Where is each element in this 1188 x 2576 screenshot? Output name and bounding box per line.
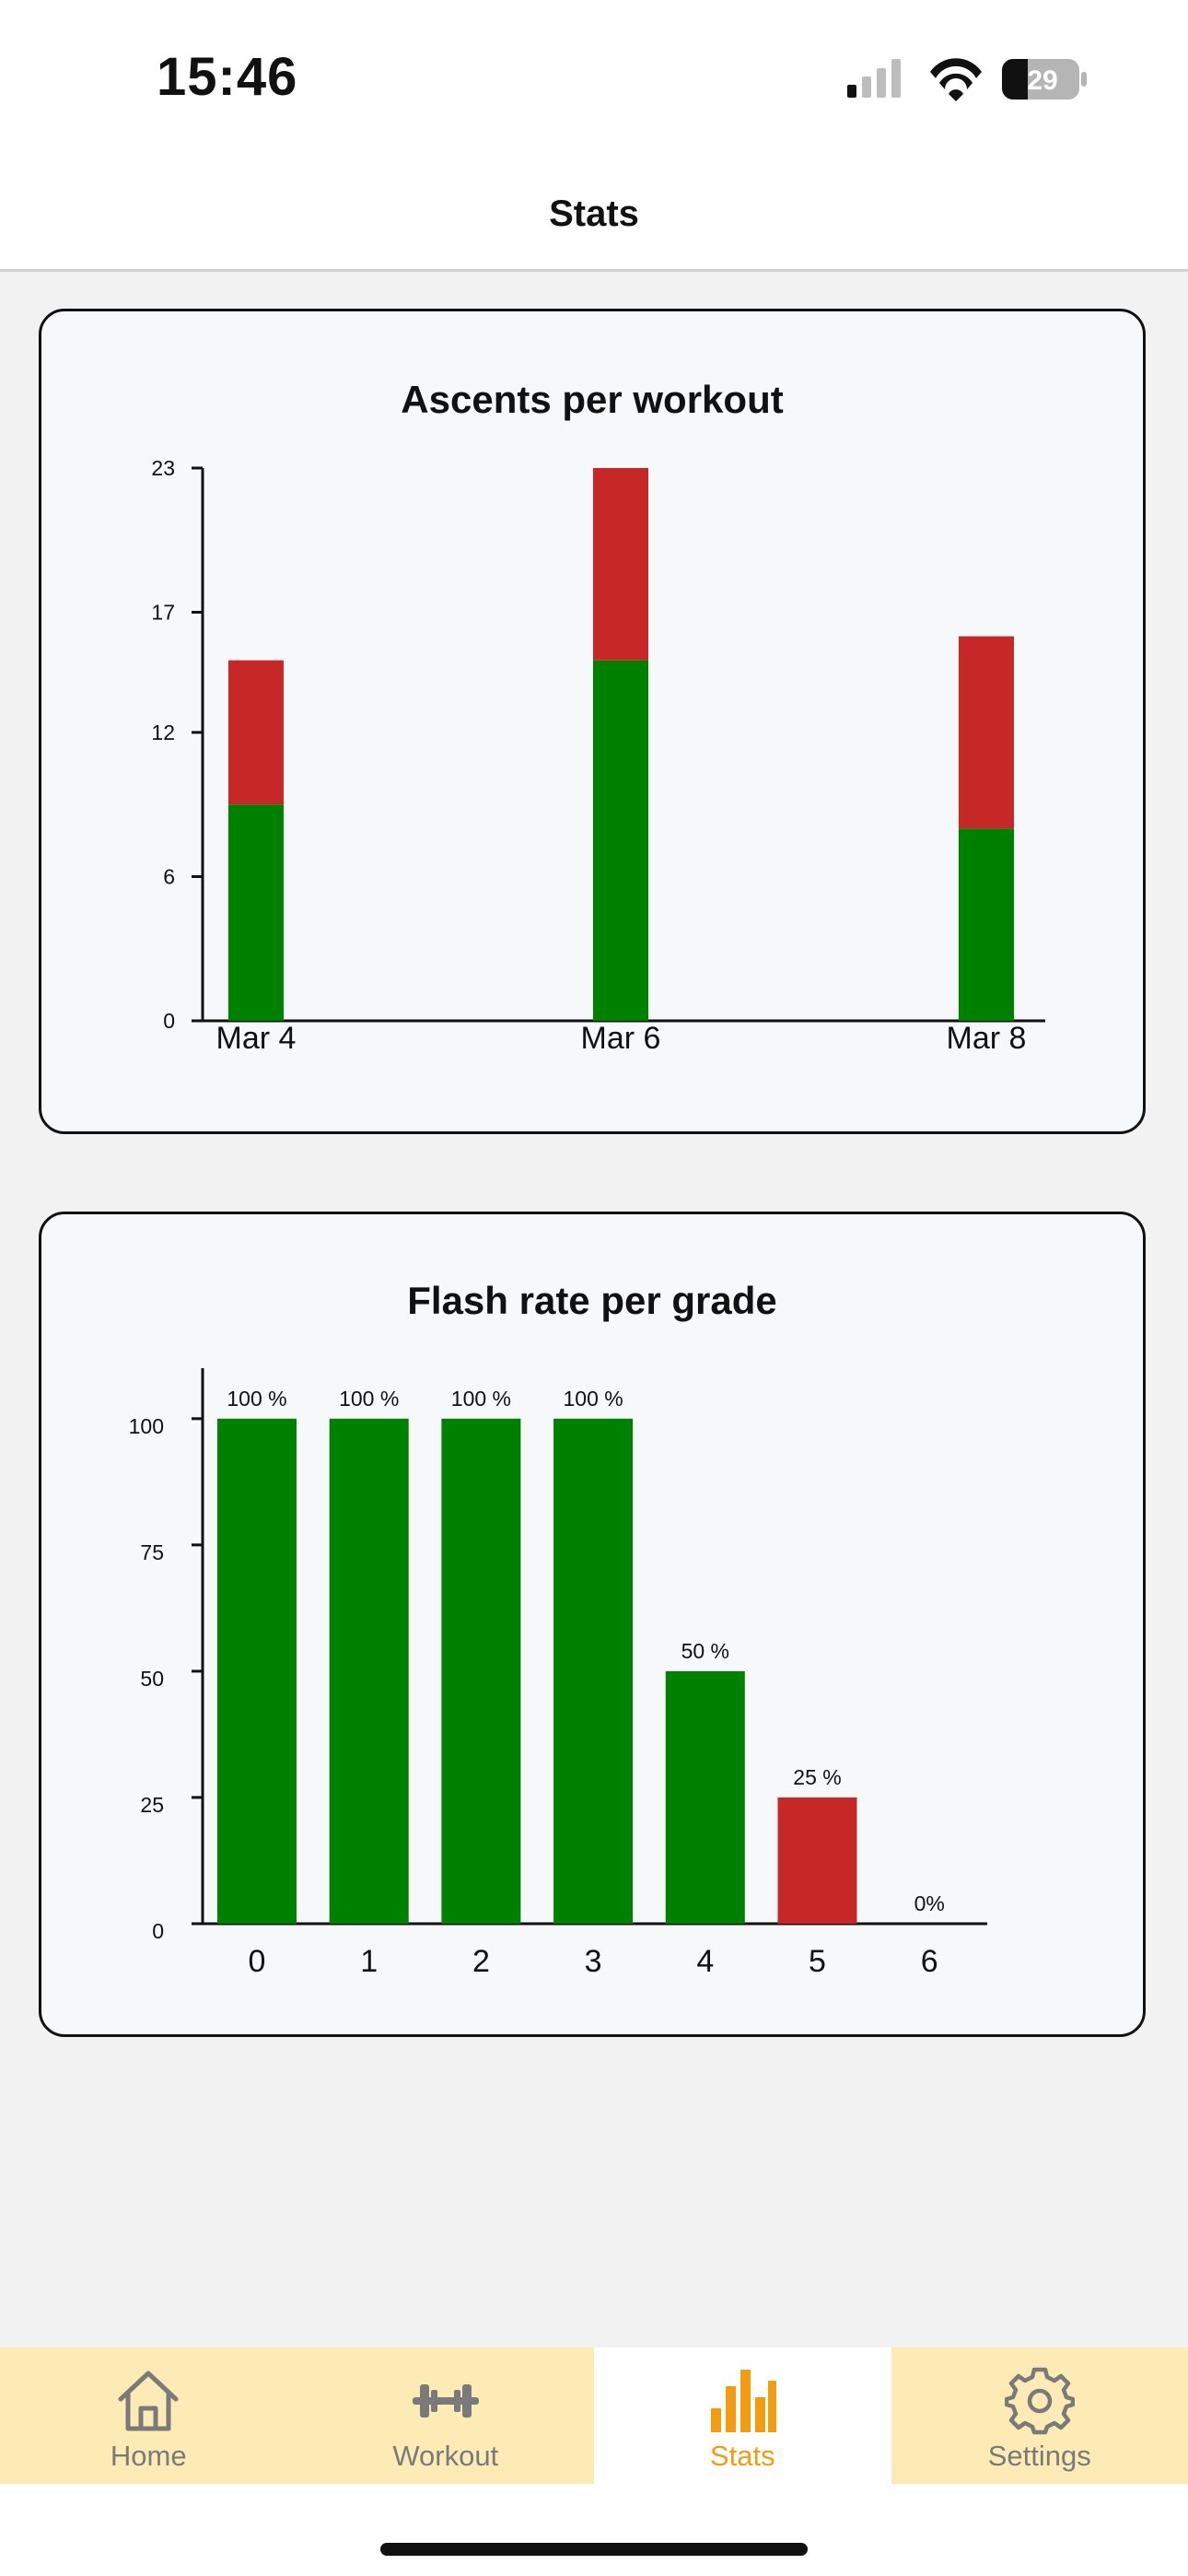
flash-bar (777, 1797, 857, 1924)
home-indicator (380, 2543, 808, 2556)
tab-stats-label: Stats (709, 2440, 775, 2472)
flash-y-tick-label: 0 (152, 1919, 164, 1943)
tab-home[interactable]: Home (0, 2348, 297, 2484)
ascents-bar-segment (228, 660, 284, 805)
flash-data-label: 50 % (681, 1639, 729, 1663)
ascents-bar-segment (593, 468, 648, 661)
tab-stats[interactable]: Stats (594, 2348, 891, 2484)
flash-y-tick-label: 100 (129, 1414, 164, 1438)
flash-rate-chart-title: Flash rate per grade (407, 1279, 777, 1322)
ascents-chart-title: Ascents per workout (401, 378, 784, 421)
ascents-x-tick-label: Mar 8 (947, 1021, 1027, 1056)
flash-x-tick-label: 2 (472, 1944, 490, 1979)
flash-rate-chart-card: Flash rate per grade 0 25 50 75 100 100 % 0 100… (39, 1212, 1146, 2037)
ascents-chart-card: Ascents per workout 0 6 12 17 23 Mar 4 Mar 6 Ma… (39, 309, 1146, 1134)
battery-icon: 29 (1002, 59, 1087, 100)
ascents-x-tick-label: Mar 6 (581, 1021, 661, 1056)
cellular-signal-icon (847, 59, 901, 98)
ascents-y-tick-label: 23 (151, 456, 175, 480)
flash-x-tick-label: 4 (696, 1944, 714, 1979)
flash-bar (665, 1670, 745, 1924)
tab-settings-label: Settings (987, 2440, 1091, 2472)
ascents-bar-segment (593, 660, 648, 1021)
status-icons: 29 (847, 58, 1087, 101)
bar-chart-icon (711, 2370, 777, 2432)
tab-home-label: Home (110, 2440, 187, 2472)
ascents-bar-segment (228, 804, 284, 1021)
ascents-x-tick-label: Mar 4 (216, 1021, 297, 1056)
ascents-chart: 0 6 12 17 23 Mar 4 Mar 6 Mar 8 (151, 456, 1045, 1056)
ascents-y-tick-label: 17 (151, 601, 175, 625)
flash-x-tick-label: 1 (360, 1944, 378, 1979)
gear-icon (1004, 2367, 1075, 2435)
flash-bar (329, 1418, 409, 1924)
battery-level: 29 (1027, 65, 1057, 96)
tab-bar: Home Workout Stats Settings (0, 2348, 1188, 2484)
flash-bar (441, 1418, 521, 1924)
ascents-y-tick-label: 0 (163, 1009, 175, 1033)
tab-settings[interactable]: Settings (891, 2348, 1188, 2484)
flash-x-tick-label: 5 (809, 1944, 826, 1979)
home-icon (118, 2371, 179, 2431)
flash-bar (217, 1418, 297, 1924)
flash-y-tick-label: 75 (140, 1540, 164, 1564)
flash-bar (553, 1418, 634, 1924)
ascents-y-tick-label: 12 (151, 720, 175, 744)
flash-rate-chart: 0 25 50 75 100 100 % 0 100 % 1 100 % 2 100 % 3 50 % 4 2… (129, 1368, 987, 1979)
ascents-bar-segment (959, 828, 1014, 1021)
flash-y-tick-label: 50 (140, 1667, 164, 1691)
dumbbell-icon (412, 2384, 479, 2418)
flash-y-tick-label: 25 (140, 1793, 164, 1817)
flash-x-tick-label: 6 (921, 1944, 938, 1979)
flash-data-label: 25 % (793, 1765, 841, 1789)
tab-workout[interactable]: Workout (297, 2348, 594, 2484)
flash-x-tick-label: 3 (585, 1944, 602, 1979)
wifi-icon (930, 58, 982, 101)
ascents-bar-segment (959, 636, 1014, 829)
home-indicator-area (0, 2484, 1188, 2576)
flash-data-label: 100 % (227, 1387, 286, 1411)
flash-data-label: 100 % (339, 1387, 399, 1411)
tab-workout-label: Workout (392, 2440, 499, 2472)
ascents-y-tick-label: 6 (163, 864, 175, 888)
flash-data-label: 0% (914, 1891, 945, 1915)
flash-data-label: 100 % (563, 1387, 623, 1411)
flash-x-tick-label: 0 (249, 1944, 266, 1979)
flash-data-label: 100 % (451, 1387, 511, 1411)
status-time: 15:46 (157, 47, 298, 107)
status-bar: 15:46 29 (0, 0, 1188, 157)
page-title: Stats (549, 193, 639, 234)
navigation-bar: Stats (0, 157, 1188, 272)
